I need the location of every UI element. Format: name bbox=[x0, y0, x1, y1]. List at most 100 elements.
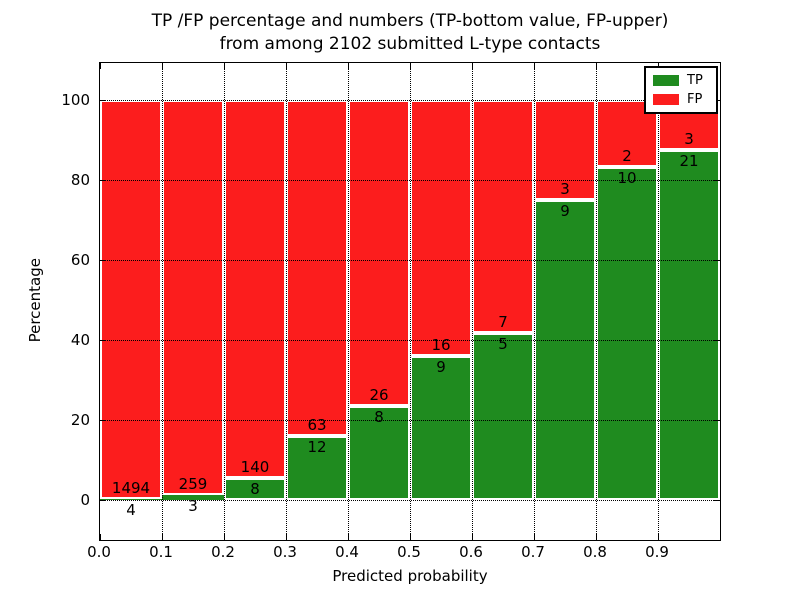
bar-tp-count-label: 10 bbox=[617, 169, 637, 187]
x-tick-label: 0.3 bbox=[273, 543, 297, 561]
x-tick-label: 0.8 bbox=[583, 543, 607, 561]
bar-tp-count-label: 4 bbox=[126, 501, 136, 519]
x-tick-mark bbox=[162, 63, 163, 69]
bar-fp-count-label: 3 bbox=[560, 180, 570, 198]
bar-fp-count-label: 259 bbox=[178, 475, 208, 493]
x-tick-label: 0.7 bbox=[521, 543, 545, 561]
bar-fp-count-label: 16 bbox=[431, 336, 451, 354]
y-tick-mark bbox=[100, 260, 106, 261]
bar-fp-count-label: 140 bbox=[240, 458, 270, 476]
chart-title-line2: from among 2102 submitted L-type contact… bbox=[219, 34, 601, 54]
x-tick-mark bbox=[534, 534, 535, 540]
y-tick-mark bbox=[100, 420, 106, 421]
x-tick-mark bbox=[100, 63, 101, 69]
x-tick-label: 0.1 bbox=[149, 543, 173, 561]
bar-segment-tp bbox=[348, 406, 410, 500]
bar-fp-count-label: 7 bbox=[498, 313, 508, 331]
bar-tp-count-label: 8 bbox=[374, 408, 384, 426]
bar-segment-fp bbox=[224, 100, 286, 478]
gridline-vertical bbox=[658, 63, 659, 540]
x-tick-mark bbox=[100, 534, 101, 540]
x-tick-mark bbox=[224, 63, 225, 69]
x-tick-label: 0.5 bbox=[397, 543, 421, 561]
bar-segment-tp bbox=[658, 150, 720, 500]
y-tick-label: 80 bbox=[70, 171, 90, 189]
bar-segment-tp bbox=[596, 167, 658, 500]
y-tick-label: 20 bbox=[70, 411, 90, 429]
x-tick-label: 0.9 bbox=[645, 543, 669, 561]
x-tick-label: 0.2 bbox=[211, 543, 235, 561]
bar-fp-count-label: 26 bbox=[369, 386, 389, 404]
x-tick-mark bbox=[162, 534, 163, 540]
x-tick-mark bbox=[410, 534, 411, 540]
bar-segment-tp bbox=[224, 478, 286, 500]
y-tick-mark bbox=[714, 180, 720, 181]
gridline-vertical bbox=[410, 63, 411, 540]
bar-fp-count-label: 63 bbox=[307, 416, 327, 434]
x-tick-mark bbox=[286, 534, 287, 540]
plot-area: 1494 4 259 3 140 8 63 12 26 8 16 9 7 5 3 9 2 10 3 21 bbox=[99, 62, 721, 541]
x-tick-label: 0.6 bbox=[459, 543, 483, 561]
gridline-vertical bbox=[534, 63, 535, 540]
legend-label-fp: FP bbox=[687, 91, 703, 107]
y-tick-mark bbox=[100, 340, 106, 341]
y-tick-label: 40 bbox=[70, 331, 90, 349]
gridline-vertical bbox=[224, 63, 225, 540]
bar-tp-count-label: 9 bbox=[436, 358, 446, 376]
bar-segment-tp bbox=[286, 436, 348, 500]
chart-title: TP /FP percentage and numbers (TP-bottom… bbox=[99, 10, 721, 56]
x-tick-mark bbox=[596, 63, 597, 69]
bar-fp-count-label: 2 bbox=[622, 147, 632, 165]
y-tick-mark bbox=[100, 100, 106, 101]
gridline-vertical bbox=[348, 63, 349, 540]
bar-segment-fp bbox=[348, 100, 410, 406]
x-tick-mark bbox=[348, 63, 349, 69]
y-axis-label: Percentage bbox=[24, 62, 46, 539]
y-tick-mark bbox=[100, 500, 106, 501]
x-tick-label: 0.4 bbox=[335, 543, 359, 561]
bar-segment-fp bbox=[534, 100, 596, 200]
bar-tp-count-label: 3 bbox=[188, 497, 198, 515]
x-tick-mark bbox=[658, 534, 659, 540]
bar-segment-tp bbox=[410, 356, 472, 500]
y-tick-label: 0 bbox=[80, 491, 90, 509]
bar-tp-count-label: 5 bbox=[498, 335, 508, 353]
legend: TP FP bbox=[644, 66, 718, 114]
y-tick-mark bbox=[714, 260, 720, 261]
bar-tp-count-label: 9 bbox=[560, 202, 570, 220]
bar-segment-tp bbox=[472, 333, 534, 500]
y-tick-mark bbox=[100, 180, 106, 181]
y-tick-label: 100 bbox=[61, 91, 90, 109]
gridline-vertical bbox=[162, 63, 163, 540]
x-tick-mark bbox=[596, 534, 597, 540]
bar-segment-tp bbox=[100, 499, 162, 500]
x-tick-mark bbox=[410, 63, 411, 69]
x-tick-mark bbox=[472, 63, 473, 69]
x-tick-mark bbox=[224, 534, 225, 540]
bar-tp-count-label: 12 bbox=[307, 438, 327, 456]
bar-fp-count-label: 1494 bbox=[111, 479, 151, 497]
bar-segment-fp bbox=[162, 100, 224, 495]
bar-segment-fp bbox=[100, 100, 162, 499]
x-tick-mark bbox=[472, 534, 473, 540]
bar-segment-tp bbox=[162, 495, 224, 500]
x-axis-label: Predicted probability bbox=[332, 567, 488, 585]
x-tick-mark bbox=[286, 63, 287, 69]
x-tick-mark bbox=[348, 534, 349, 540]
bar-segment-tp bbox=[534, 200, 596, 500]
bar-tp-count-label: 21 bbox=[679, 152, 699, 170]
gridline-vertical bbox=[472, 63, 473, 540]
y-axis-label-text: Percentage bbox=[26, 258, 44, 343]
bar-tp-count-label: 8 bbox=[250, 480, 260, 498]
x-tick-label: 0.0 bbox=[87, 543, 111, 561]
bar-segment-fp bbox=[410, 100, 472, 356]
gridline-vertical bbox=[596, 63, 597, 540]
y-tick-label: 60 bbox=[70, 251, 90, 269]
fp-legend-swatch bbox=[653, 93, 679, 105]
gridline-vertical bbox=[286, 63, 287, 540]
bar-segment-fp bbox=[286, 100, 348, 436]
legend-entry-fp: FP bbox=[653, 92, 709, 107]
legend-entry-tp: TP bbox=[653, 73, 709, 88]
bar-fp-count-label: 3 bbox=[684, 130, 694, 148]
